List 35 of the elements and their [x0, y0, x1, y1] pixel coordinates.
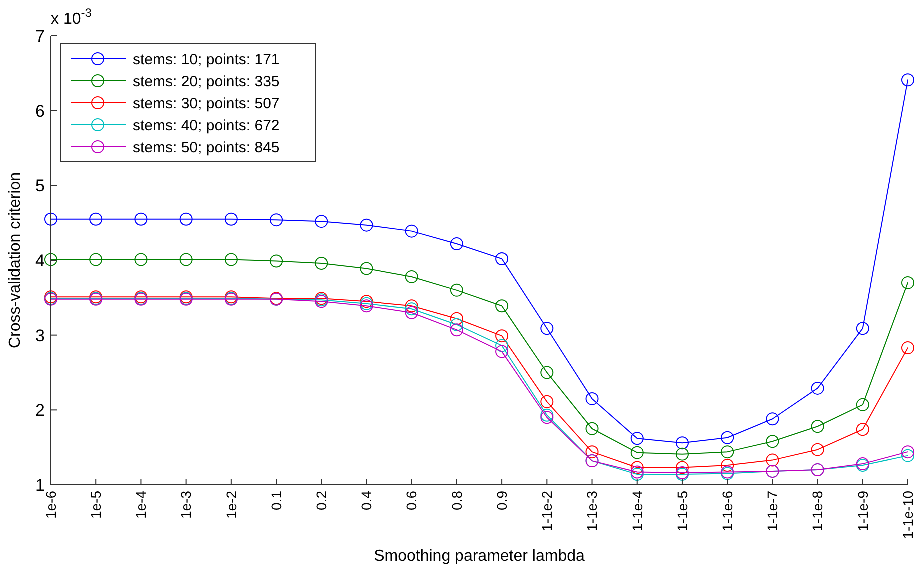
y-tick-label: 7 [36, 26, 45, 46]
y-tick-label: 3 [36, 326, 45, 346]
y-tick-label: 4 [36, 251, 45, 270]
x-tick-label: 1-1e-10 [900, 490, 916, 540]
y-tick-label: 1 [36, 476, 45, 495]
x-tick-label: 1-1e-9 [854, 490, 871, 532]
legend-label: stems: 50; points: 845 [133, 139, 280, 156]
x-tick-label: 1e-4 [133, 490, 150, 520]
x-tick-label: 0.1 [268, 490, 284, 510]
x-tick-label: 1e-3 [178, 490, 194, 520]
y-tick-label: 5 [36, 176, 45, 196]
x-tick-label: 0.8 [448, 490, 465, 510]
x-tick-label: 1e-2 [223, 490, 240, 520]
x-tick-label: 1e-6 [42, 490, 59, 520]
y-tick-label: 6 [36, 102, 45, 121]
x-tick-label: 1-1e-6 [719, 490, 736, 532]
x-tick-label: 1e-5 [88, 490, 104, 520]
legend-label: stems: 40; points: 672 [133, 117, 280, 134]
text: x 10$^{-3}$ [51, 6, 92, 28]
y-axis-title: Cross-validation criterion [7, 172, 24, 349]
legend-label: stems: 20; points: 335 [133, 73, 280, 90]
x-tick-label: 1-1e-7 [764, 490, 781, 532]
x-axis-title: Smoothing parameter lambda [374, 548, 585, 565]
x-tick-label: 0.6 [404, 490, 420, 510]
x-tick-label: 1-1e-2 [539, 490, 556, 532]
x-tick-label: 1-1e-4 [629, 490, 646, 532]
y-tick-label: 2 [36, 401, 45, 420]
x-tick-label: 0.9 [494, 490, 510, 510]
legend-label: stems: 10; points: 171 [133, 51, 280, 68]
x-tick-label: 0.4 [358, 490, 375, 510]
x-tick-label: 1-1e-3 [584, 490, 600, 532]
x-tick-label: 1-1e-5 [674, 490, 690, 532]
x-tick-label: 0.2 [314, 490, 330, 510]
legend-label: stems: 30; points: 507 [133, 95, 280, 112]
x-tick-label: 1-1e-8 [810, 490, 826, 532]
